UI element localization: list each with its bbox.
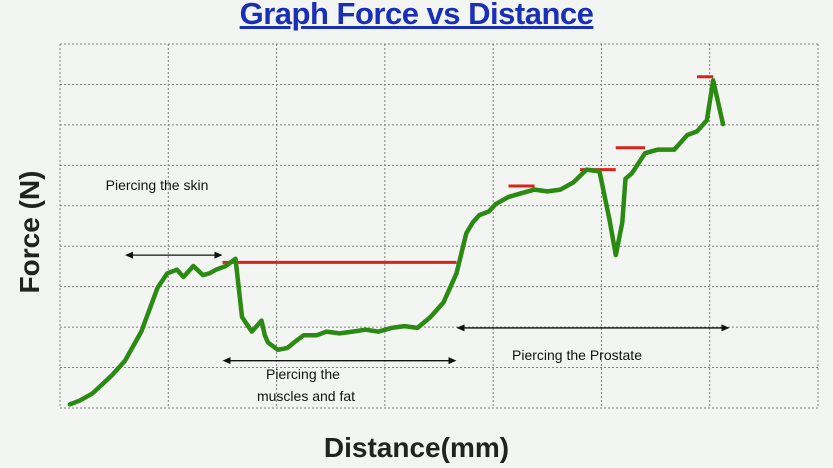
arrow-head-left <box>125 251 133 259</box>
x-axis-label: Distance(mm) <box>323 432 510 463</box>
annotation-muscles: Piercing the muscles and fat <box>257 366 355 404</box>
annotation-layer: Piercing the skin Piercing the muscles and… <box>106 177 730 404</box>
force-curve-line <box>67 78 726 407</box>
double-arrow <box>125 251 223 259</box>
arrow-head-left <box>456 324 465 332</box>
annotation-prostate: Piercing the Prostate <box>512 347 642 363</box>
double-arrow <box>456 324 730 332</box>
arrow-head-left <box>222 357 231 365</box>
series-layer <box>67 78 726 407</box>
annotation-muscles-line-2: muscles and fat <box>257 388 355 404</box>
annotation-skin: Piercing the skin <box>106 177 209 193</box>
grid-layer <box>59 43 819 409</box>
arrow-head-right <box>448 357 457 365</box>
threshold-layer <box>222 75 714 264</box>
y-axis-label: Force (N) <box>14 170 45 294</box>
arrow-head-right <box>721 324 730 332</box>
chart-title: Graph Force vs Distance <box>239 0 594 31</box>
arrow-head-right <box>214 251 223 259</box>
annotation-muscles-line-1: Piercing the <box>266 366 340 382</box>
double-arrow <box>222 357 457 365</box>
